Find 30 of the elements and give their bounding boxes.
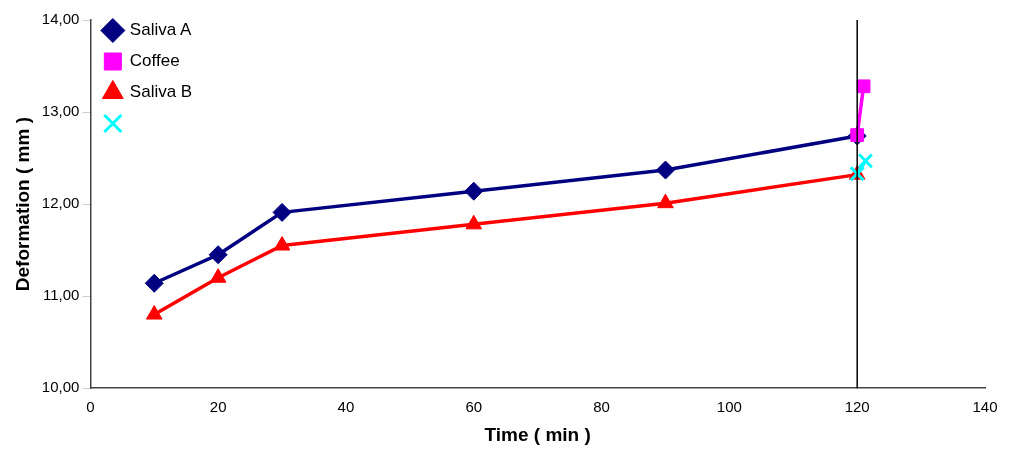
point — [208, 245, 228, 265]
point — [209, 268, 227, 283]
x-tick-label: 80 — [593, 398, 610, 416]
y-tick-label: 14,00 — [41, 10, 80, 28]
x-tick-label: 0 — [86, 398, 95, 416]
x-tick-label: 60 — [465, 398, 483, 416]
point — [272, 202, 292, 222]
x-tick-label: 20 — [209, 398, 227, 416]
point — [857, 152, 874, 169]
x-axis-title: Time ( min ) — [484, 423, 591, 445]
point — [144, 273, 164, 293]
point — [464, 181, 484, 201]
legend-label: Coffee — [129, 51, 180, 71]
x-tick-label: 100 — [716, 398, 742, 416]
y-tick-label: 11,00 — [42, 286, 80, 304]
point — [273, 236, 291, 251]
y-tick-label: 10,00 — [41, 378, 80, 396]
x-tick-label: 140 — [972, 398, 998, 416]
legend-label: Saliva A — [129, 20, 192, 40]
y-tick-label: 13,00 — [41, 102, 80, 120]
point — [145, 305, 163, 320]
point — [657, 193, 674, 209]
point — [655, 160, 675, 180]
x-tick-label: 120 — [844, 398, 870, 416]
y-tick-label: 12,00 — [41, 194, 80, 212]
point — [856, 79, 871, 94]
y-axis-title: Deformation ( mm ) — [11, 117, 33, 292]
point — [465, 214, 483, 230]
x-tick-label: 40 — [337, 398, 355, 416]
legend-label: Saliva B — [129, 82, 193, 102]
